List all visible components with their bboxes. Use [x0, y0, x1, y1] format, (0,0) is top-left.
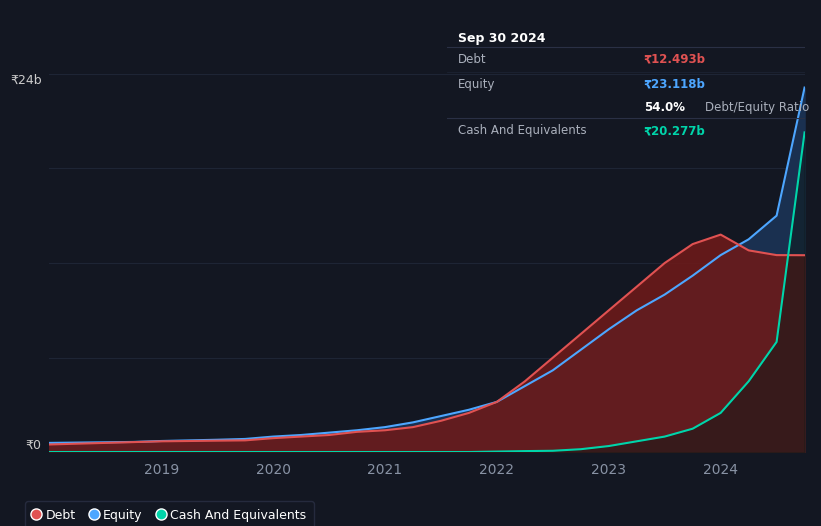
Text: 54.0%: 54.0% — [644, 101, 685, 114]
Text: ₹0: ₹0 — [25, 439, 42, 452]
Text: Debt/Equity Ratio: Debt/Equity Ratio — [704, 101, 809, 114]
Text: ₹24b: ₹24b — [10, 74, 42, 87]
Text: ₹23.118b: ₹23.118b — [644, 78, 706, 91]
Text: Cash And Equivalents: Cash And Equivalents — [458, 124, 587, 137]
Text: ₹12.493b: ₹12.493b — [644, 53, 706, 66]
Legend: Debt, Equity, Cash And Equivalents: Debt, Equity, Cash And Equivalents — [25, 501, 314, 526]
Text: ₹20.277b: ₹20.277b — [644, 124, 705, 137]
Text: Debt: Debt — [458, 53, 487, 66]
Text: Sep 30 2024: Sep 30 2024 — [458, 32, 546, 45]
Text: Equity: Equity — [458, 78, 496, 91]
